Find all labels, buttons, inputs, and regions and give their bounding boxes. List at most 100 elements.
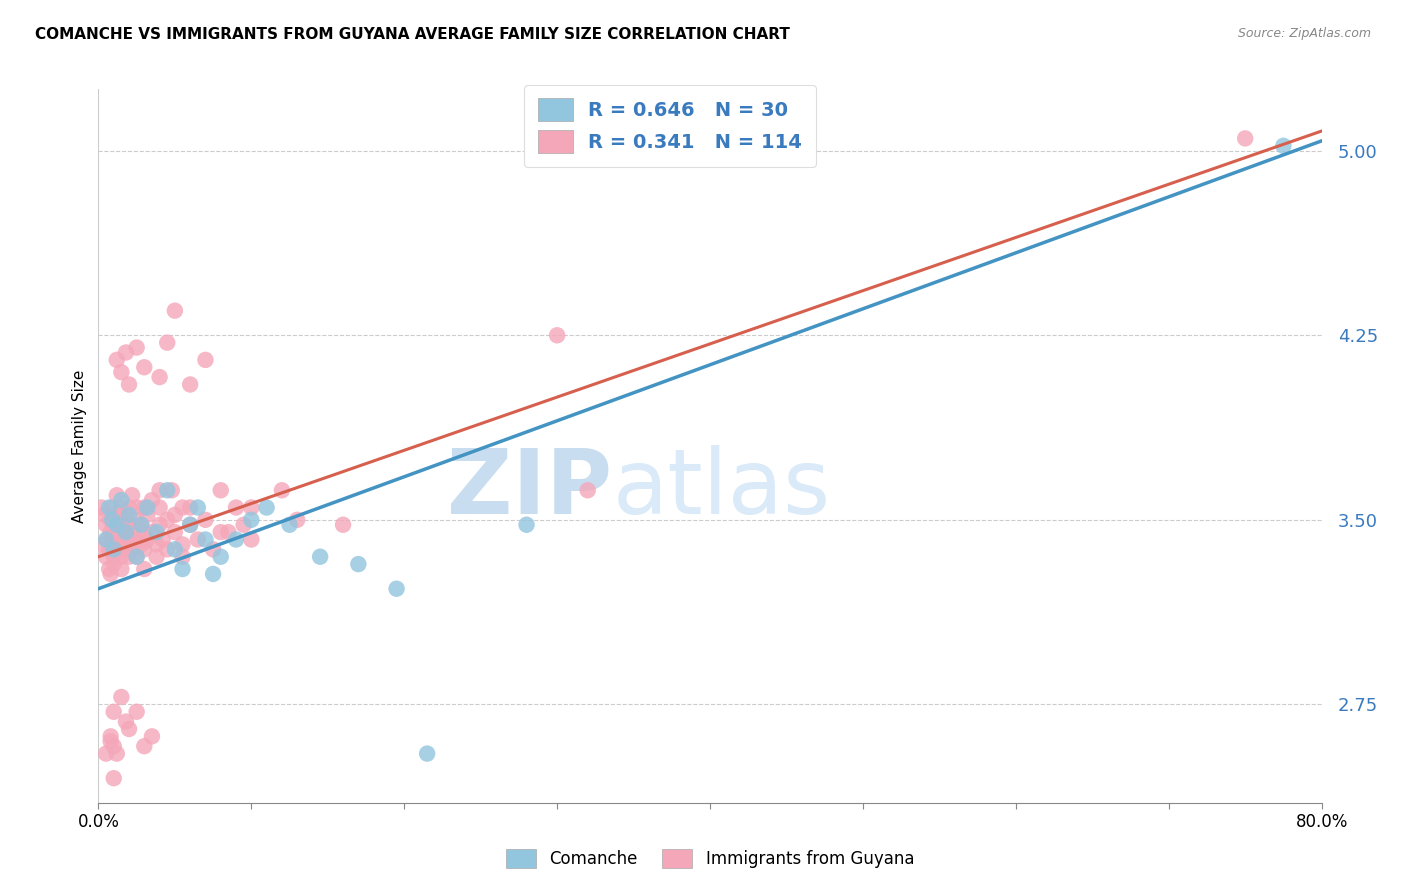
Point [136,533,159,547]
Point [1234,131,1257,145]
Point [118,537,141,551]
Text: ZIP: ZIP [447,445,612,533]
Point [149,517,172,532]
Point [134,525,156,540]
Point [332,517,354,532]
Point [156,513,179,527]
Point [217,525,239,540]
Point [187,533,209,547]
Point [98,500,121,515]
Point [141,493,163,508]
Point [110,365,132,379]
Point [103,549,125,564]
Point [103,508,125,522]
Point [100,513,122,527]
Point [103,557,125,571]
Point [187,500,209,515]
Text: Source: ZipAtlas.com: Source: ZipAtlas.com [1237,27,1371,40]
Point [121,525,143,540]
Point [141,525,163,540]
Point [103,542,125,557]
Point [149,500,172,515]
Point [156,335,179,350]
Point [91,537,114,551]
Point [118,533,141,547]
Point [152,533,174,547]
Point [240,500,263,515]
Point [103,739,125,754]
Y-axis label: Average Family Size: Average Family Size [72,369,87,523]
Point [103,771,125,785]
Point [101,500,124,515]
Point [179,517,201,532]
Point [115,525,138,540]
Point [93,508,115,522]
Point [240,513,263,527]
Point [125,705,148,719]
Point [134,360,156,375]
Point [309,549,332,564]
Point [156,483,179,498]
Point [100,730,122,744]
Text: COMANCHE VS IMMIGRANTS FROM GUYANA AVERAGE FAMILY SIZE CORRELATION CHART: COMANCHE VS IMMIGRANTS FROM GUYANA AVERA… [35,27,790,42]
Point [105,747,128,761]
Point [256,500,278,515]
Point [202,542,225,557]
Point [125,549,148,564]
Point [385,582,408,596]
Point [110,500,132,515]
Point [172,500,194,515]
Point [172,549,194,564]
Point [105,352,128,367]
Point [163,542,186,557]
Point [134,542,156,557]
Point [110,525,132,540]
Point [172,537,194,551]
Point [100,566,122,581]
Point [416,747,439,761]
Point [115,525,138,540]
Point [129,517,152,532]
Point [163,303,186,318]
Point [149,370,172,384]
Point [103,525,125,540]
Point [129,517,152,532]
Point [194,533,217,547]
Point [103,705,125,719]
Point [118,500,141,515]
Point [129,537,152,551]
Point [118,377,141,392]
Point [194,513,217,527]
Point [125,549,148,564]
Point [145,537,167,551]
Point [105,542,128,557]
Point [98,562,121,576]
Point [194,352,217,367]
Point [134,739,156,754]
Point [125,533,148,547]
Point [145,525,167,540]
Point [163,525,186,540]
Point [209,525,232,540]
Point [156,542,179,557]
Point [110,549,132,564]
Point [110,493,132,508]
Point [105,513,128,527]
Point [179,377,201,392]
Point [105,488,128,502]
Point [1272,138,1295,153]
Point [118,722,141,736]
Point [115,533,138,547]
Point [278,517,301,532]
Point [115,714,138,729]
Point [101,513,124,527]
Point [94,517,117,532]
Point [115,513,138,527]
Point [110,517,132,532]
Point [202,566,225,581]
Point [103,533,125,547]
Point [179,500,201,515]
Point [105,517,128,532]
Point [94,747,117,761]
Point [90,500,112,515]
